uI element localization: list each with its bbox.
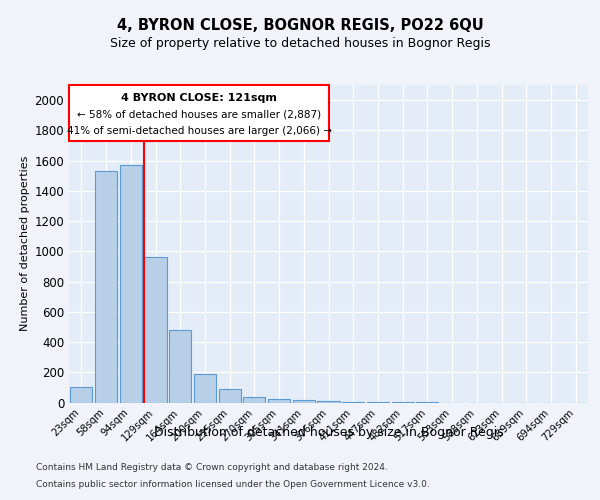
Bar xyxy=(243,397,265,402)
Bar xyxy=(268,398,290,402)
Text: 4, BYRON CLOSE, BOGNOR REGIS, PO22 6QU: 4, BYRON CLOSE, BOGNOR REGIS, PO22 6QU xyxy=(116,18,484,32)
Bar xyxy=(70,388,92,402)
Text: 4 BYRON CLOSE: 121sqm: 4 BYRON CLOSE: 121sqm xyxy=(121,94,277,104)
Bar xyxy=(218,389,241,402)
Bar xyxy=(119,165,142,402)
Bar xyxy=(194,374,216,402)
Text: Contains HM Land Registry data © Crown copyright and database right 2024.: Contains HM Land Registry data © Crown c… xyxy=(36,462,388,471)
FancyBboxPatch shape xyxy=(70,85,329,141)
Bar xyxy=(169,330,191,402)
Text: Distribution of detached houses by size in Bognor Regis: Distribution of detached houses by size … xyxy=(154,426,503,439)
Bar xyxy=(293,400,315,402)
Text: 41% of semi-detached houses are larger (2,066) →: 41% of semi-detached houses are larger (… xyxy=(67,126,332,136)
Bar xyxy=(317,401,340,402)
Y-axis label: Number of detached properties: Number of detached properties xyxy=(20,156,30,332)
Bar xyxy=(95,171,117,402)
Text: Size of property relative to detached houses in Bognor Regis: Size of property relative to detached ho… xyxy=(110,38,490,51)
Text: Contains public sector information licensed under the Open Government Licence v3: Contains public sector information licen… xyxy=(36,480,430,489)
Text: ← 58% of detached houses are smaller (2,887): ← 58% of detached houses are smaller (2,… xyxy=(77,110,322,120)
Bar xyxy=(145,258,167,402)
